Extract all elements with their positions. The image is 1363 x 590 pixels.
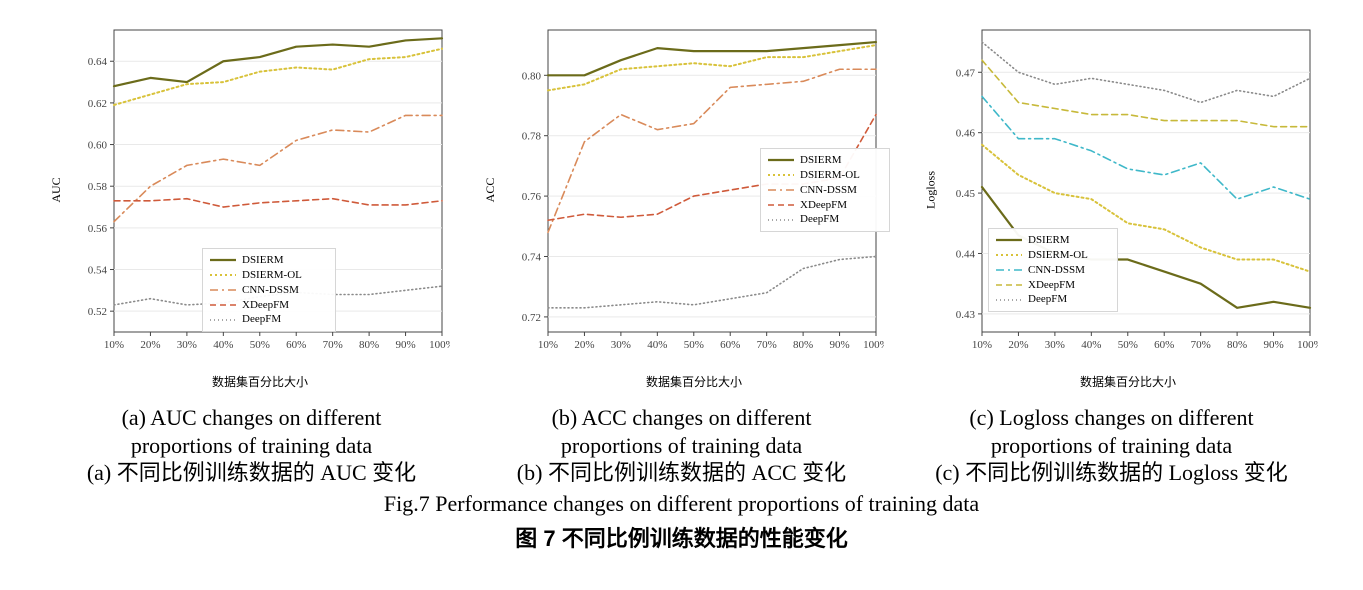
svg-text:0.45: 0.45 [956, 188, 976, 200]
legend-label: CNN-DSSM [1028, 263, 1085, 278]
svg-text:0.52: 0.52 [88, 306, 107, 318]
svg-text:100%: 100% [863, 339, 884, 351]
svg-text:30%: 30% [177, 339, 197, 351]
legend: DSIERMDSIERM-OLCNN-DSSMXDeepFMDeepFM [988, 228, 1118, 312]
subcaption-a-en: (a) AUC changes on differentproportions … [37, 404, 467, 459]
svg-text:10%: 10% [538, 339, 558, 351]
legend-item-cnn-dssm: CNN-DSSM [209, 283, 329, 298]
legend-label: DeepFM [800, 212, 839, 227]
legend-item-cnn-dssm: CNN-DSSM [767, 183, 883, 198]
legend-item-dsierm-ol: DSIERM-OL [767, 168, 883, 183]
subcaption-c-cn: (c) 不同比例训练数据的 Logloss 变化 [897, 459, 1327, 487]
legend-item-deepfm: DeepFM [995, 292, 1111, 307]
svg-text:0.47: 0.47 [956, 67, 976, 79]
legend-item-dsierm-ol: DSIERM-OL [209, 268, 329, 283]
svg-text:90%: 90% [1263, 339, 1283, 351]
svg-text:40%: 40% [1081, 339, 1101, 351]
svg-text:90%: 90% [395, 339, 415, 351]
svg-text:0.74: 0.74 [522, 252, 542, 264]
legend-label: DeepFM [1028, 292, 1067, 307]
legend-item-xdeepfm: XDeepFM [209, 298, 329, 313]
svg-text:20%: 20% [1008, 339, 1028, 351]
svg-text:20%: 20% [574, 339, 594, 351]
svg-text:80%: 80% [1227, 339, 1247, 351]
svg-text:0.62: 0.62 [88, 98, 107, 110]
svg-text:50%: 50% [250, 339, 270, 351]
svg-text:60%: 60% [720, 339, 740, 351]
legend-label: DSIERM [1028, 233, 1070, 248]
svg-text:0.60: 0.60 [88, 140, 108, 152]
xlabel: 数据集百分比大小 [504, 373, 884, 390]
subcaption-c-en: (c) Logloss changes on differentproporti… [897, 404, 1327, 459]
svg-text:40%: 40% [213, 339, 233, 351]
legend: DSIERMDSIERM-OLCNN-DSSMXDeepFMDeepFM [760, 148, 890, 232]
legend-item-deepfm: DeepFM [767, 212, 883, 227]
subcaption-b-cn: (b) 不同比例训练数据的 ACC 变化 [467, 459, 897, 487]
subcaption-b-en: (b) ACC changes on differentproportions … [467, 404, 897, 459]
svg-text:0.56: 0.56 [88, 223, 108, 235]
svg-text:80%: 80% [359, 339, 379, 351]
legend-label: DSIERM [800, 153, 842, 168]
svg-text:10%: 10% [972, 339, 992, 351]
svg-text:60%: 60% [1154, 339, 1174, 351]
xlabel: 数据集百分比大小 [938, 373, 1318, 390]
ylabel: ACC [483, 178, 498, 203]
svg-text:0.72: 0.72 [522, 312, 541, 324]
legend-item-dsierm-ol: DSIERM-OL [995, 248, 1111, 263]
legend-label: DSIERM-OL [1028, 248, 1088, 263]
legend-label: CNN-DSSM [800, 183, 857, 198]
chart-logloss: 0.43 0.44 0.45 0.46 0.47 10% 20% 30% 40% 50% 60% 70… [908, 20, 1323, 360]
legend-item-dsierm: DSIERM [995, 233, 1111, 248]
svg-text:100%: 100% [1297, 339, 1318, 351]
svg-text:0.80: 0.80 [522, 70, 542, 82]
legend-label: DeepFM [242, 312, 281, 327]
svg-text:50%: 50% [1118, 339, 1138, 351]
legend-label: DSIERM-OL [242, 268, 302, 283]
svg-text:50%: 50% [684, 339, 704, 351]
svg-text:20%: 20% [140, 339, 160, 351]
legend-label: XDeepFM [800, 198, 847, 213]
svg-text:70%: 70% [1191, 339, 1211, 351]
legend-item-xdeepfm: XDeepFM [995, 278, 1111, 293]
svg-text:70%: 70% [757, 339, 777, 351]
svg-text:10%: 10% [104, 339, 124, 351]
svg-text:40%: 40% [647, 339, 667, 351]
legend-label: CNN-DSSM [242, 283, 299, 298]
figure-caption-cn: 图 7 不同比例训练数据的性能变化 [0, 521, 1363, 553]
ylabel: AUC [49, 177, 64, 202]
legend-item-dsierm: DSIERM [767, 153, 883, 168]
ylabel: Logloss [924, 171, 939, 209]
legend-item-xdeepfm: XDeepFM [767, 198, 883, 213]
svg-text:0.64: 0.64 [88, 56, 108, 68]
legend-item-deepfm: DeepFM [209, 312, 329, 327]
legend-label: XDeepFM [242, 298, 289, 313]
legend-label: DSIERM-OL [800, 168, 860, 183]
svg-text:0.44: 0.44 [956, 248, 976, 260]
svg-text:30%: 30% [1045, 339, 1065, 351]
subcaption-a-cn: (a) 不同比例训练数据的 AUC 变化 [37, 459, 467, 487]
charts-row: 0.52 0.54 0.56 0.58 0.60 0.62 0.64 10% 20% 30% 40%… [0, 0, 1363, 360]
svg-text:90%: 90% [829, 339, 849, 351]
chart-acc: 0.72 0.74 0.76 0.78 0.80 10% 20% 30% 40% 50% 60% 70… [474, 20, 889, 360]
figure-captions: (a) AUC changes on differentproportions … [0, 404, 1363, 553]
legend-item-dsierm: DSIERM [209, 253, 329, 268]
svg-text:30%: 30% [611, 339, 631, 351]
svg-text:0.58: 0.58 [88, 181, 108, 193]
legend: DSIERMDSIERM-OLCNN-DSSMXDeepFMDeepFM [202, 248, 336, 332]
legend-item-cnn-dssm: CNN-DSSM [995, 263, 1111, 278]
legend-label: DSIERM [242, 253, 284, 268]
svg-text:0.46: 0.46 [956, 128, 976, 140]
svg-text:100%: 100% [429, 339, 450, 351]
figure-caption-en: Fig.7 Performance changes on different p… [0, 491, 1363, 517]
chart-auc: 0.52 0.54 0.56 0.58 0.60 0.62 0.64 10% 20% 30% 40%… [40, 20, 455, 360]
svg-text:80%: 80% [793, 339, 813, 351]
svg-text:60%: 60% [286, 339, 306, 351]
legend-label: XDeepFM [1028, 278, 1075, 293]
xlabel: 数据集百分比大小 [70, 373, 450, 390]
svg-text:0.54: 0.54 [88, 265, 108, 277]
svg-text:0.76: 0.76 [522, 191, 542, 203]
svg-text:0.78: 0.78 [522, 131, 542, 143]
svg-text:70%: 70% [323, 339, 343, 351]
svg-text:0.43: 0.43 [956, 309, 976, 321]
